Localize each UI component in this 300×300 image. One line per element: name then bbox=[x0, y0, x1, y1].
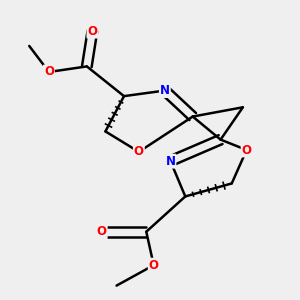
Text: O: O bbox=[97, 225, 107, 238]
Text: N: N bbox=[160, 84, 170, 97]
Text: N: N bbox=[165, 154, 176, 168]
Text: O: O bbox=[87, 25, 98, 38]
Text: O: O bbox=[149, 259, 159, 272]
Text: O: O bbox=[44, 65, 54, 79]
Text: O: O bbox=[242, 143, 252, 157]
Text: O: O bbox=[134, 146, 144, 158]
